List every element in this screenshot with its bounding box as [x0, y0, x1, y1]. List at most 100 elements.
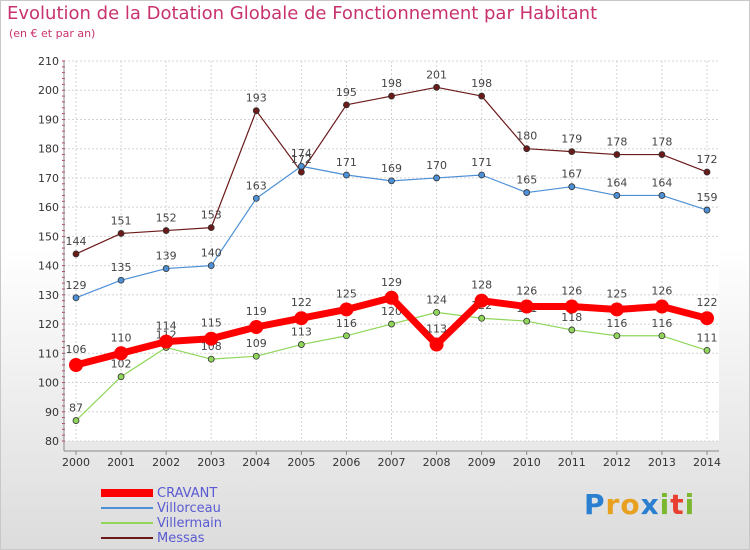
y-tick-label: 140	[38, 260, 59, 273]
proxiti-logo: Proxiti	[584, 488, 695, 521]
data-point	[162, 227, 170, 234]
data-label: 201	[426, 68, 447, 81]
data-label: 120	[381, 305, 402, 318]
chart-title: Evolution de la Dotation Globale de Fonc…	[7, 3, 598, 24]
data-point	[388, 320, 395, 328]
data-label: 109	[246, 337, 267, 350]
data-label: 198	[471, 77, 492, 90]
data-point	[388, 177, 395, 185]
y-tick-label: 130	[38, 289, 59, 302]
x-tick-label: 2005	[287, 456, 315, 469]
data-point	[343, 171, 350, 179]
data-point	[568, 326, 576, 334]
data-point	[703, 168, 711, 176]
data-point	[654, 299, 669, 314]
data-point	[523, 145, 531, 153]
data-label: 179	[561, 133, 582, 146]
data-label: 178	[651, 136, 672, 149]
data-label: 167	[561, 168, 582, 181]
legend-item-messas: Messas	[101, 531, 361, 546]
data-label: 113	[426, 323, 447, 336]
y-tick-label: 160	[38, 201, 59, 214]
data-label: 126	[516, 285, 537, 298]
y-tick-label: 110	[38, 347, 59, 360]
data-label: 125	[336, 287, 357, 300]
data-point	[478, 92, 486, 100]
data-point	[568, 148, 576, 156]
data-label: 108	[201, 340, 222, 353]
data-point	[252, 107, 260, 115]
y-tick-label: 200	[38, 84, 59, 97]
data-label: 159	[697, 191, 718, 204]
data-point	[658, 151, 666, 158]
data-point	[159, 334, 174, 349]
data-point	[433, 308, 440, 316]
data-label: 171	[336, 156, 357, 169]
data-label: 198	[381, 77, 402, 90]
data-label: 178	[606, 136, 627, 149]
legend-item-villermain: Villermain	[101, 516, 361, 531]
data-label: 129	[381, 276, 402, 289]
data-point	[207, 355, 215, 363]
legend-swatch	[101, 522, 153, 524]
data-label: 169	[381, 162, 402, 175]
y-tick-label: 80	[45, 435, 59, 448]
data-label: 163	[246, 179, 267, 192]
x-tick-label: 2004	[242, 456, 270, 469]
data-point	[207, 262, 215, 270]
data-label: 113	[291, 326, 312, 339]
data-point	[564, 299, 579, 314]
logo-letter: i	[659, 488, 671, 521]
legend-label: Messas	[157, 531, 205, 546]
data-label: 144	[66, 235, 87, 248]
y-tick-label: 90	[45, 406, 59, 419]
x-tick-label: 2013	[648, 456, 676, 469]
y-tick-label: 170	[38, 172, 59, 185]
x-tick-label: 2001	[107, 456, 135, 469]
data-label: 129	[66, 279, 87, 292]
data-point	[339, 302, 354, 317]
data-point	[72, 417, 80, 424]
data-label: 125	[606, 287, 627, 300]
data-label: 111	[697, 331, 718, 344]
x-tick-label: 2000	[62, 456, 90, 469]
data-label: 153	[201, 209, 222, 222]
data-point	[429, 337, 444, 352]
data-point	[72, 294, 80, 302]
x-tick-label: 2011	[558, 456, 586, 469]
data-label: 171	[471, 156, 492, 169]
logo-letter: P	[584, 488, 606, 521]
y-tick-label: 190	[38, 113, 59, 126]
data-point	[658, 192, 666, 199]
legend-label: Villermain	[157, 516, 223, 531]
data-label: 164	[651, 176, 672, 189]
data-point	[297, 341, 305, 348]
data-label: 135	[111, 261, 132, 274]
x-tick-label: 2014	[693, 456, 721, 469]
logo-letter: i	[684, 488, 696, 521]
data-point	[388, 92, 395, 100]
x-tick-label: 2007	[378, 456, 406, 469]
logo-letter: t	[670, 488, 685, 521]
data-point	[523, 189, 531, 196]
data-point	[478, 314, 486, 322]
data-label: 119	[246, 305, 267, 318]
data-label: 126	[561, 285, 582, 298]
data-point	[703, 346, 711, 354]
data-label: 139	[156, 250, 177, 263]
data-label: 170	[426, 159, 447, 172]
data-label: 174	[291, 147, 312, 160]
data-point	[700, 311, 714, 326]
data-label: 172	[697, 153, 718, 166]
data-label: 195	[336, 86, 357, 99]
logo-letter: x	[640, 488, 660, 521]
legend-item-villorceau: Villorceau	[101, 501, 361, 516]
data-point	[343, 101, 350, 109]
legend-swatch	[101, 507, 153, 509]
x-tick-label: 2012	[603, 456, 631, 469]
x-tick-label: 2002	[152, 456, 180, 469]
data-point	[703, 206, 711, 214]
data-point	[613, 151, 621, 158]
